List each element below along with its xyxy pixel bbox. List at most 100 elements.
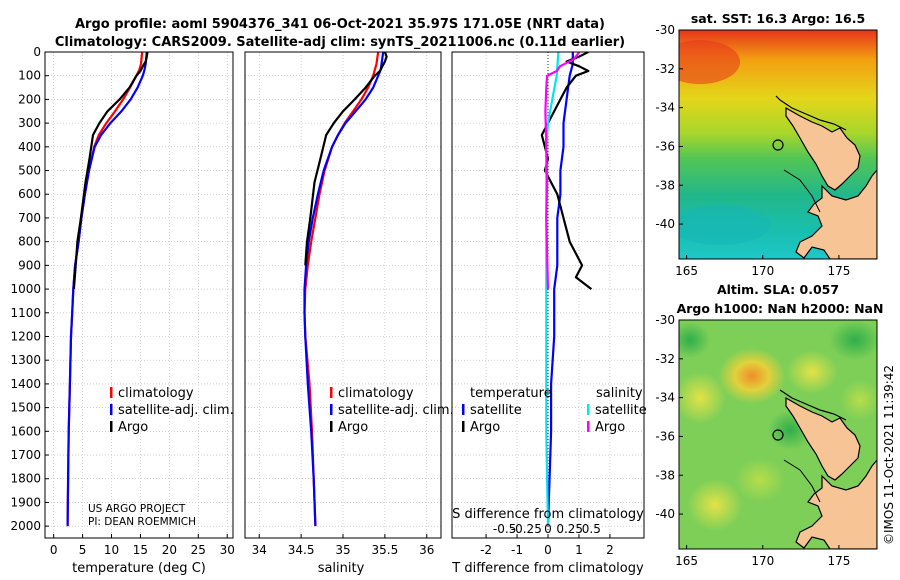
sst-land-north-island: [795, 169, 877, 259]
sla-map-title-line1: Altim. SLA: 0.057: [717, 282, 839, 297]
salinity-series: [303, 52, 388, 527]
map-y-tick-label: -38: [655, 468, 675, 482]
legend-label-argo: Argo: [118, 420, 148, 435]
map-x-tick-label: 175: [827, 264, 850, 278]
series-line-satellite-adj-clim-: [303, 52, 385, 527]
y-tick-label: 1300: [10, 353, 41, 367]
s-difference-label: S difference from climatology: [452, 507, 644, 522]
sst-map: sat. SST: 16.3 Argo: 16.5 165 170 175 -30 -…: [655, 11, 878, 278]
x-tick-label: 35.5: [372, 543, 399, 557]
project-annotation: US ARGO PROJECT: [88, 503, 186, 515]
legend-label-climatology: climatology: [118, 386, 194, 401]
y-tick-label: 1500: [10, 401, 41, 415]
y-tick-label: 1200: [10, 329, 41, 343]
t-difference-label: T difference from climatology: [451, 561, 644, 576]
map-y-tick-label: -34: [655, 101, 675, 115]
sla-argo-marker: [772, 429, 784, 441]
map-y-tick-label: -40: [655, 507, 675, 521]
map-y-tick-label: -32: [655, 62, 675, 76]
sst-map-frame: [678, 29, 878, 260]
legend-swatch-climatology-2: [330, 387, 333, 398]
sst-land-northland: [785, 106, 861, 191]
difference-series: [540, 52, 593, 527]
legend-label-satellite: satellite-adj. clim.: [118, 403, 234, 418]
sst-argo-marker: [772, 139, 784, 151]
x-tick-label: -1: [511, 543, 523, 557]
x-tick-label: 2: [606, 543, 614, 557]
temperature-plot-area: [45, 52, 233, 538]
sla-map-frame: [678, 319, 878, 550]
y-tick-label: 1700: [10, 448, 41, 462]
map-y-tick-label: -34: [655, 391, 675, 405]
sla-blob-3: [679, 372, 726, 424]
legend-swatch-t-argo: [462, 421, 465, 432]
sla-blob-4: [687, 479, 743, 531]
difference-s-ticks: -0.5-0.25 0 0.250.5: [493, 522, 601, 536]
legend-label-t-satellite: satellite: [470, 403, 522, 418]
legend-swatch-argo-2: [330, 421, 333, 432]
sst-map-title: sat. SST: 16.3 Argo: 16.5: [691, 11, 865, 26]
s-tick-label: 0.5: [582, 522, 601, 536]
y-tick-label: 1100: [10, 306, 41, 320]
legend-header-salinity: salinity: [596, 386, 643, 401]
salinity-x-ticks: 34 34.5 35 35.5 36: [252, 534, 434, 557]
sla-blob-5: [679, 322, 710, 358]
legend-header-temperature: temperature: [470, 386, 552, 401]
x-tick-label: 20: [162, 543, 177, 557]
legend-label-argo-2: Argo: [338, 420, 368, 435]
map-y-tick-label: -36: [655, 139, 675, 153]
legend-swatch-s-satellite: [587, 404, 590, 415]
series-line-t-satellite: [546, 52, 574, 527]
legend-swatch-climatology: [110, 387, 113, 398]
sla-blob-2: [786, 350, 838, 394]
map-y-tick-label: -30: [655, 313, 675, 327]
y-tick-label: 500: [18, 164, 41, 178]
map-y-tick-label: -36: [655, 429, 675, 443]
salinity-grid: [245, 51, 441, 538]
s-tick-label: 0.25: [556, 522, 583, 536]
x-tick-label: 34.5: [288, 543, 315, 557]
figure-title-line2: Climatology: CARS2009. Satellite-adj cli…: [55, 35, 625, 50]
sla-blob-9: [840, 380, 877, 420]
legend-label-satellite-2: satellite-adj. clim.: [338, 403, 454, 418]
temperature-grid: [45, 51, 233, 538]
temperature-y-ticks: 0 100 200 300 400 500 600 700 800 900 1000 1100 1200…: [10, 45, 49, 533]
x-tick-label: 0: [50, 543, 58, 557]
s-tick-label: 0: [544, 522, 552, 536]
series-line-satellite-adj-clim-: [66, 52, 148, 527]
s-tick-label: -0.5: [493, 522, 516, 536]
salinity-panel: 34 34.5 35 35.5 36 salinity climatology sate…: [244, 51, 454, 576]
legend-swatch-s-argo: [587, 421, 590, 432]
salinity-x-label: salinity: [318, 561, 365, 576]
y-tick-label: 800: [18, 235, 41, 249]
series-line-argo: [72, 52, 149, 290]
map-x-tick-label: 175: [827, 554, 850, 568]
sla-land-northland: [785, 396, 861, 481]
sst-warm-patch: [679, 40, 740, 84]
legend-swatch-satellite-2: [330, 404, 333, 415]
legend-swatch-t-satellite: [462, 404, 465, 415]
legend-label-climatology-2: climatology: [338, 386, 414, 401]
map-x-tick-label: 170: [751, 264, 774, 278]
legend-swatch-argo: [110, 421, 113, 432]
sla-shelf-line: [783, 459, 821, 503]
sst-coastline-ridge: [775, 95, 847, 131]
legend-label-s-argo: Argo: [595, 420, 625, 435]
sla-blob-8: [734, 458, 786, 502]
temperature-x-label: temperature (deg C): [72, 561, 206, 576]
x-tick-label: 15: [133, 543, 148, 557]
figure-title-line1: Argo profile: aoml 5904376_341 06-Oct-20…: [75, 17, 605, 32]
pi-annotation: PI: DEAN ROEMMICH: [88, 516, 196, 528]
x-tick-label: 1: [575, 543, 583, 557]
temperature-panel: 0 5 10 15 20 25 30 0 100 200 300 400 500 600 700 800 90…: [10, 45, 234, 576]
sla-coastline-ridge: [779, 389, 847, 421]
legend-label-s-satellite: satellite: [595, 403, 647, 418]
y-tick-label: 1800: [10, 472, 41, 486]
legend-swatch-satellite: [110, 404, 113, 415]
legend-label-t-argo: Argo: [470, 420, 500, 435]
map-x-tick-label: 165: [675, 264, 698, 278]
x-tick-label: 25: [191, 543, 206, 557]
sla-map: Altim. SLA: 0.057 Argo h1000: NaN h2000:…: [655, 282, 883, 568]
map-y-tick-label: -30: [655, 23, 675, 37]
